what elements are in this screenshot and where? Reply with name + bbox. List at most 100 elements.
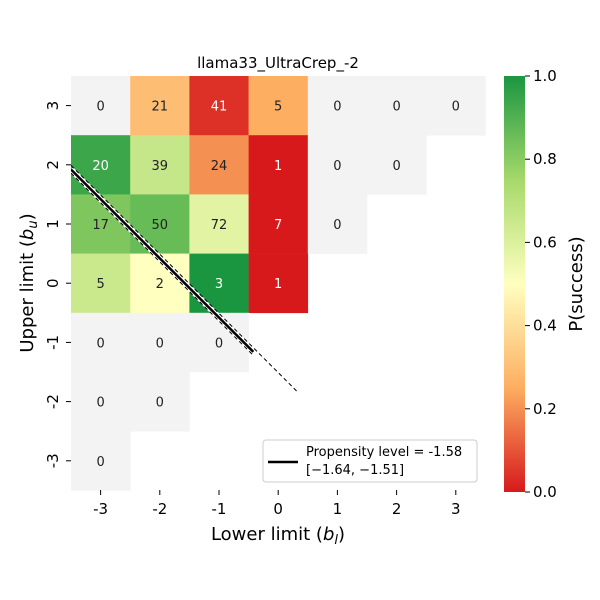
cell-count-label: 0 (333, 100, 341, 115)
heatmap-cell (71, 253, 131, 314)
heatmap-cell (189, 194, 249, 254)
colorbar: 0.0 0.2 0.4 0.6 0.8 1.0 P(success) (504, 67, 587, 501)
cell-count-label: 50 (152, 218, 169, 233)
x-tick-label: -2 (152, 500, 167, 518)
cell-count-label: 5 (96, 277, 104, 292)
heatmap-cell (307, 76, 368, 136)
colorbar-tick-label: 0.8 (533, 150, 557, 168)
x-tick-label: 1 (333, 500, 343, 518)
cell-count-label: 0 (156, 396, 164, 411)
x-axis-label-close: ) (338, 524, 345, 545)
heatmap-cell (71, 312, 131, 373)
cell-count-label: 0 (96, 100, 104, 115)
colorbar-tick-label: 0.6 (533, 233, 557, 251)
heatmap-cell (367, 76, 427, 136)
colorbar-tick-label: 0.4 (533, 317, 557, 335)
cell-count-label: 1 (274, 277, 282, 292)
x-axis-ticks: -3 -2 -1 0 1 2 3 (93, 490, 461, 518)
heatmap-cell (189, 253, 249, 314)
heatmap-cell (71, 194, 131, 254)
x-axis-label-main: Lower limit ( (211, 524, 323, 545)
x-tick-label: 3 (451, 500, 461, 518)
x-tick-label: -3 (93, 500, 108, 518)
cell-count-label: 0 (96, 336, 104, 351)
heatmap-cell (130, 135, 190, 195)
x-axis-label-symbol: b (323, 524, 334, 545)
heatmap-cell (130, 372, 190, 432)
heatmap-cell (130, 312, 190, 373)
cell-count-label: 7 (274, 218, 282, 233)
cell-count-label: 0 (156, 336, 164, 351)
cell-count-label: 1 (274, 159, 282, 174)
y-axis-label-main: Upper limit ( (17, 240, 38, 353)
propensity-ci-upper-line (71, 165, 299, 393)
cell-count-label: 39 (152, 159, 169, 174)
cell-count-labels: 0 21 41 5 0 0 020 39 24 1 0 017 50 72 7 05 2 3 10 0 00 00 (92, 100, 460, 470)
cell-count-label: 0 (452, 100, 460, 115)
heatmap-cell (189, 135, 249, 195)
heatmap-cell (71, 76, 131, 136)
heatmap-cell (130, 253, 190, 314)
propensity-line (71, 168, 255, 353)
y-tick-label: 2 (44, 160, 62, 170)
cell-count-label: 0 (215, 336, 223, 351)
heatmap-cell (248, 76, 309, 136)
heatmap-cell (367, 135, 427, 195)
y-tick-label: 1 (44, 219, 62, 229)
y-axis-label-symbol: b (17, 229, 38, 240)
y-tick-label: 3 (44, 101, 62, 111)
cell-count-label: 21 (152, 100, 169, 115)
cell-count-label: 0 (392, 100, 400, 115)
cell-count-label: 0 (96, 396, 104, 411)
cell-count-label: 0 (96, 455, 104, 470)
heatmap-cell (130, 76, 190, 136)
heatmap-cell (130, 194, 190, 254)
propensity-ci-lower-line (71, 172, 254, 356)
heatmap-cell (248, 135, 309, 195)
cell-count-label: 0 (333, 218, 341, 233)
y-axis-ticks: 3 2 1 0 -1 -2 -3 (44, 101, 71, 468)
y-tick-label: -1 (44, 335, 62, 350)
colorbar-ticks: 0.0 0.2 0.4 0.6 0.8 1.0 (525, 67, 557, 501)
x-tick-label: 2 (392, 500, 402, 518)
heatmap-cell (189, 76, 249, 136)
colorbar-tick-label: 0.0 (533, 483, 557, 501)
cell-count-label: 24 (211, 159, 228, 174)
cell-count-label: 41 (211, 100, 228, 115)
cell-count-label: 20 (92, 159, 109, 174)
heatmap-cell (307, 194, 368, 254)
heatmap-cell (71, 431, 131, 491)
x-tick-label: -1 (212, 500, 227, 518)
heatmap-cell (71, 372, 131, 432)
heatmap-cell (307, 135, 368, 195)
colorbar-tick-label: 1.0 (533, 67, 557, 85)
heatmap-cell (248, 253, 309, 314)
propensity-lines (71, 165, 299, 393)
cell-count-label: 0 (333, 159, 341, 174)
y-axis-label-close: ) (17, 213, 38, 220)
heatmap-cells (71, 76, 486, 491)
legend-line2: [−1.64, −1.51] (306, 463, 404, 478)
y-axis-label: Upper limit (bu) (17, 213, 41, 352)
colorbar-label: P(success) (566, 236, 587, 331)
heatmap-cell (71, 135, 131, 195)
colorbar-gradient (504, 76, 525, 492)
heatmap-cell (248, 194, 309, 254)
cell-count-label: 17 (92, 218, 109, 233)
legend-line1: Propensity level = -1.58 (306, 445, 462, 460)
colorbar-tick-label: 0.2 (533, 400, 557, 418)
cell-count-label: 0 (392, 159, 400, 174)
legend: Propensity level = -1.58 [−1.64, −1.51] (262, 439, 478, 483)
cell-count-label: 5 (274, 100, 282, 115)
x-tick-label: 0 (273, 500, 283, 518)
y-tick-label: -3 (44, 453, 62, 468)
heatmap-cell (189, 312, 249, 373)
chart-title: llama33_UltraCrep_-2 (197, 54, 359, 73)
x-axis-label: Lower limit (bl) (211, 524, 345, 548)
cell-count-label: 3 (215, 277, 223, 292)
cell-count-label: 72 (211, 218, 228, 233)
y-tick-label: 0 (44, 278, 62, 288)
x-axis-label-subscript: l (334, 533, 338, 548)
legend-box (262, 439, 478, 483)
